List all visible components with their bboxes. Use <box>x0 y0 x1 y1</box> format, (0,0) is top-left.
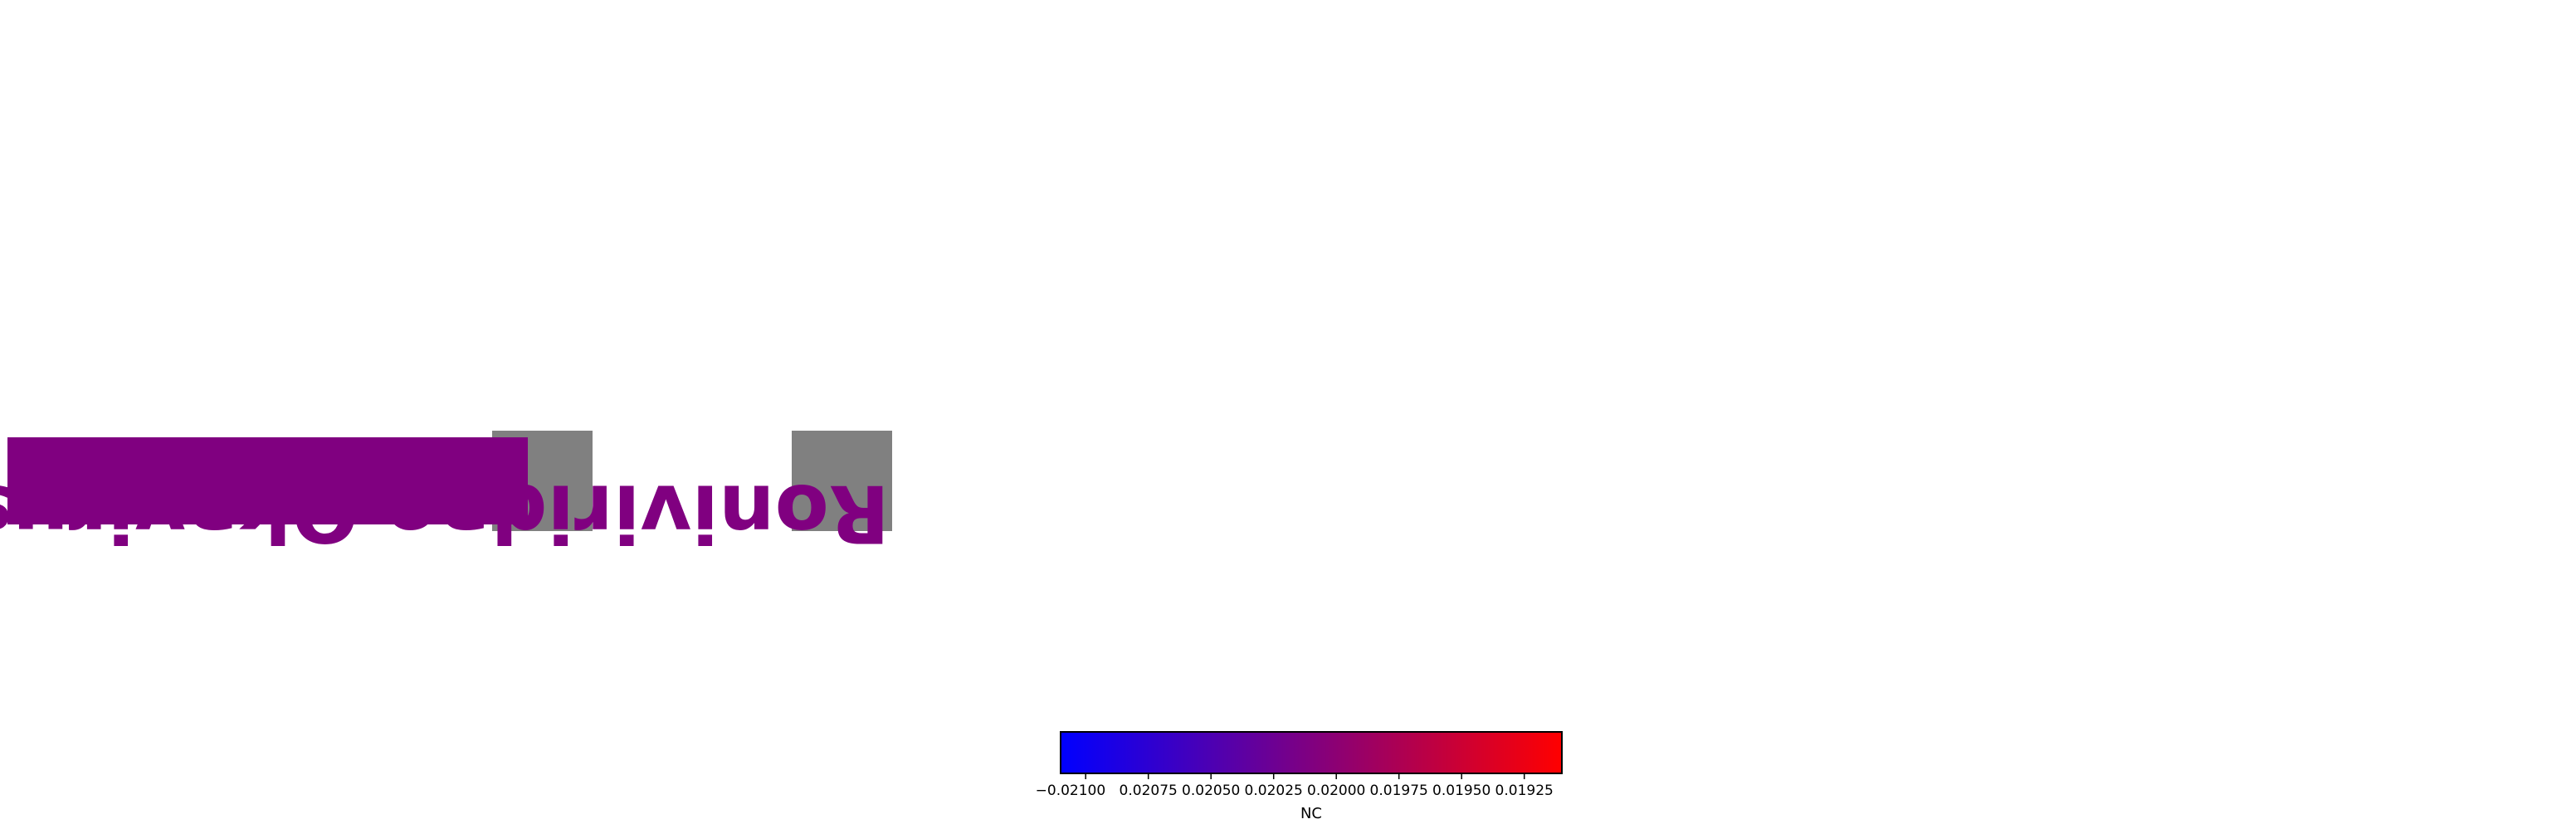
label-roniviridae-text: Roniviridae <box>384 466 890 558</box>
colorbar: −0.02100 0.02075 0.02050 0.02025 0.02000 0.01… <box>1036 731 1563 822</box>
cell-roniviridae <box>792 431 892 531</box>
colorbar-tick-label: 0.02050 <box>1182 783 1240 799</box>
colorbar-tick-label: 0.01925 <box>1495 783 1554 799</box>
colorbar-tick-label: −0.02100 <box>1036 783 1106 799</box>
colorbar-label: NC <box>1300 805 1322 822</box>
label-okavirus-text: Okavirus <box>0 466 359 558</box>
colorbar-tick-label: 0.01975 <box>1370 783 1428 799</box>
label-roniviridae: Roniviridae <box>384 466 890 558</box>
colorbar-tick-label: 0.01950 <box>1432 783 1490 799</box>
colorbar-fill <box>1061 732 1562 773</box>
colorbar-tick-label: 0.02025 <box>1245 783 1303 799</box>
label-okavirus: Okavirus <box>0 466 359 558</box>
heatmap-area: Roniviridae Okavirus <box>0 431 892 558</box>
colorbar-frame <box>1060 731 1563 774</box>
colorbar-tick-label: 0.02075 <box>1120 783 1178 799</box>
highlight-bar <box>7 437 528 524</box>
colorbar-tick-label: 0.02000 <box>1307 783 1365 799</box>
colorbar-ticks: −0.02100 0.02075 0.02050 0.02025 0.02000 0.01… <box>1036 773 1554 799</box>
